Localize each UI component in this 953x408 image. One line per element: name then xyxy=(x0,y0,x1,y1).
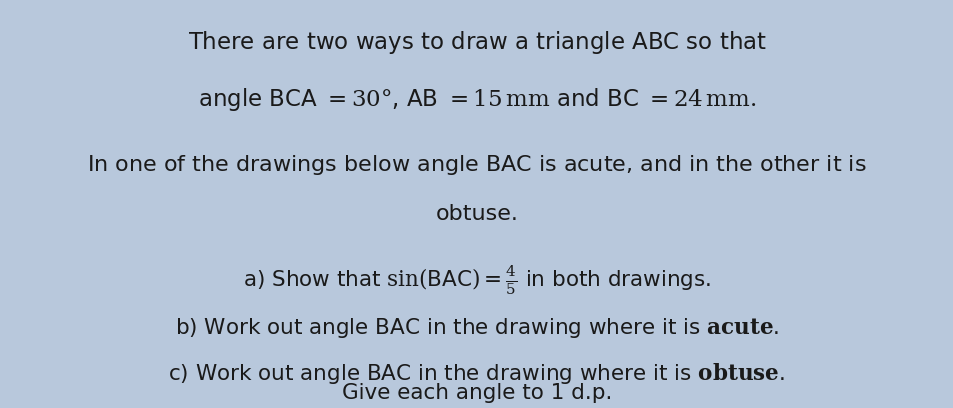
Text: angle $\mathdefault{BCA}$ $= 30°$, $\mathdefault{AB}$ $= 15\,\mathrm{mm}$ and $\: angle $\mathdefault{BCA}$ $= 30°$, $\mat… xyxy=(197,86,756,113)
Text: a) Show that $\sin(\mathdefault{BAC}) = \frac{4}{5}$ in both drawings.: a) Show that $\sin(\mathdefault{BAC}) = … xyxy=(243,263,710,297)
Text: There are two ways to draw a triangle $\mathdefault{ABC}$ so that: There are two ways to draw a triangle $\… xyxy=(188,29,765,55)
Text: obtuse.: obtuse. xyxy=(436,204,517,224)
Text: c) Work out angle $\mathdefault{BAC}$ in the drawing where it is $\mathbf{obtuse: c) Work out angle $\mathdefault{BAC}$ in… xyxy=(169,361,784,386)
Text: b) Work out angle $\mathdefault{BAC}$ in the drawing where it is $\mathbf{acute}: b) Work out angle $\mathdefault{BAC}$ in… xyxy=(174,316,779,340)
Text: Give each angle to 1 d.p.: Give each angle to 1 d.p. xyxy=(341,383,612,403)
Text: In one of the drawings below angle $\mathdefault{BAC}$ is acute, and in the othe: In one of the drawings below angle $\mat… xyxy=(87,153,866,177)
